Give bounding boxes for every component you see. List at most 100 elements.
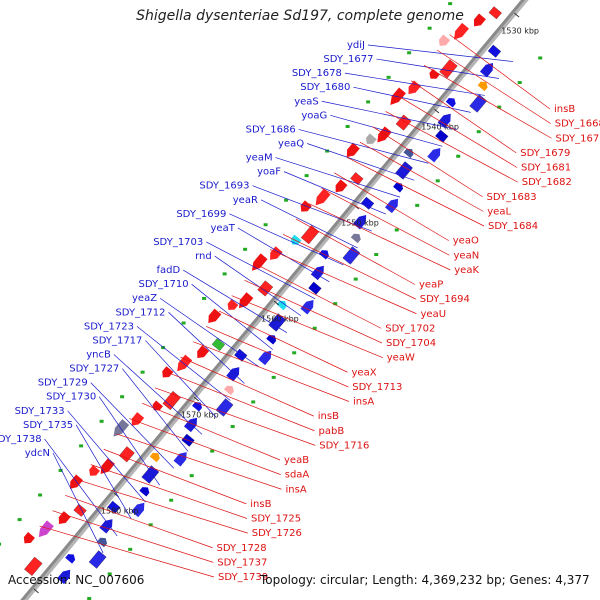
rna-marker <box>87 597 92 600</box>
reverse-leader-line <box>154 387 316 446</box>
forward-gene-label: SDY_1680 <box>300 82 350 93</box>
forward-leader-line <box>145 340 217 418</box>
rna-marker <box>230 425 235 429</box>
reverse-gene-label: SDY_1728 <box>217 543 267 554</box>
reverse-gene-label: yeaX <box>352 367 377 378</box>
rna-marker <box>476 130 481 134</box>
reverse-gene-label: yeaL <box>487 206 511 217</box>
reverse-gene-arrow <box>23 532 35 544</box>
forward-gene-arrow <box>149 452 160 463</box>
reverse-gene-label: insB <box>318 411 339 422</box>
reverse-leader-line <box>77 479 248 534</box>
forward-leader-line <box>191 283 273 350</box>
forward-leader-line <box>321 100 457 130</box>
reverse-gene-label: SDY_1694 <box>420 294 470 305</box>
reverse-gene-label: yeaW <box>387 353 415 364</box>
reverse-gene-label: insB <box>554 104 575 115</box>
rna-marker <box>497 105 502 109</box>
forward-leader-line <box>159 297 259 367</box>
forward-gene-arrow <box>223 385 234 396</box>
rna-marker <box>456 154 461 158</box>
reverse-leader-line <box>206 326 349 388</box>
forward-leader-line <box>136 326 231 401</box>
forward-leader-line <box>298 129 429 164</box>
forward-gene-arrow <box>445 98 456 108</box>
reverse-gene-arrow <box>270 246 283 260</box>
reverse-leader-line <box>308 203 451 271</box>
reverse-gene-label: yeaB <box>284 455 309 466</box>
forward-gene-label: yeaZ <box>132 293 157 304</box>
reverse-gene-arrow <box>162 366 174 378</box>
forward-gene-arrow <box>65 554 76 564</box>
forward-gene-label: SDY_1693 <box>199 181 249 192</box>
reverse-gene-label: SDY_1676 <box>556 133 600 144</box>
forward-gene-arrow <box>258 350 272 366</box>
forward-gene-label: yeaT <box>211 223 236 234</box>
forward-leader-line <box>376 58 500 79</box>
kbp-tick-mark <box>514 12 520 18</box>
forward-gene-label: SDY_1729 <box>38 378 88 389</box>
reverse-gene-label: SDY_1716 <box>319 440 369 451</box>
reverse-gene-label: yeaO <box>453 236 479 247</box>
rna-marker <box>120 395 125 399</box>
reverse-leader-line <box>65 494 213 549</box>
forward-gene-arrow <box>97 537 108 548</box>
rna-marker <box>0 542 2 546</box>
rna-marker <box>312 326 317 330</box>
forward-leader-line <box>214 255 302 317</box>
reverse-gene-block <box>257 280 274 297</box>
reverse-gene-block <box>118 446 135 463</box>
reverse-leader-line <box>141 402 281 461</box>
forward-gene-label: SDY_1723 <box>84 321 134 332</box>
forward-gene-arrow <box>131 502 145 518</box>
reverse-gene-arrow <box>152 400 163 411</box>
rna-marker <box>271 375 276 379</box>
forward-gene-arrow <box>192 402 203 412</box>
gene-labels-layer: ydiJ SDY_1677 SDY_1678 SDY_1680 yeaS yoaG SDY_… <box>0 40 600 583</box>
kbp-tick-mark <box>33 588 39 594</box>
kbp-tick-mark <box>273 300 280 306</box>
forward-gene-label: yoaF <box>257 167 281 178</box>
kbp-tick-mark <box>193 396 200 402</box>
reverse-gene-arrow <box>365 133 377 144</box>
reverse-leader-line <box>359 141 484 212</box>
rna-marker <box>517 81 522 85</box>
forward-leader-line <box>344 72 485 96</box>
reverse-leader-line <box>270 249 417 315</box>
forward-gene-arrow <box>139 487 150 497</box>
rna-marker <box>202 296 207 300</box>
rna-marker <box>222 272 227 276</box>
rna-marker <box>448 2 453 6</box>
forward-gene-label: SDY_1703 <box>153 237 203 248</box>
reverse-leader-line <box>167 372 315 432</box>
reverse-gene-arrow <box>58 511 71 524</box>
forward-gene-arrow <box>384 198 399 214</box>
forward-gene-label: ydcN <box>25 448 50 459</box>
forward-gene-arrow <box>173 452 187 467</box>
forward-gene-label: SDY_1730 <box>46 392 96 403</box>
reverse-leader-line <box>231 295 383 358</box>
reverse-leader-line <box>295 218 416 285</box>
rna-marker <box>263 223 268 227</box>
forward-gene-arrow <box>183 417 198 433</box>
forward-gene-block <box>268 313 287 332</box>
reverse-gene-label: SDY_1681 <box>521 163 571 174</box>
rna-marker <box>107 572 112 576</box>
rna-marker <box>58 468 63 472</box>
forward-gene-arrow <box>266 335 277 345</box>
reverse-leader-line <box>244 280 383 344</box>
reverse-leader-line <box>372 126 483 198</box>
rna-marker <box>386 75 391 79</box>
reverse-leader-line <box>449 34 551 110</box>
forward-gene-block <box>107 500 121 514</box>
reverse-gene-label: yeaN <box>454 250 480 261</box>
forward-gene-label: rnd <box>195 251 212 262</box>
reverse-gene-arrow <box>113 419 130 437</box>
kbp-tick-mark <box>434 108 440 114</box>
reverse-leader-line <box>180 356 314 417</box>
rna-marker <box>161 346 166 350</box>
kbp-ticks-layer: 1530 kbp 1540 kbp 1550 kbp 1560 kbp 1570 kbp… <box>33 12 539 594</box>
reverse-gene-label: insB <box>250 499 271 510</box>
reverse-gene-label: SDY_1739 <box>218 572 268 583</box>
